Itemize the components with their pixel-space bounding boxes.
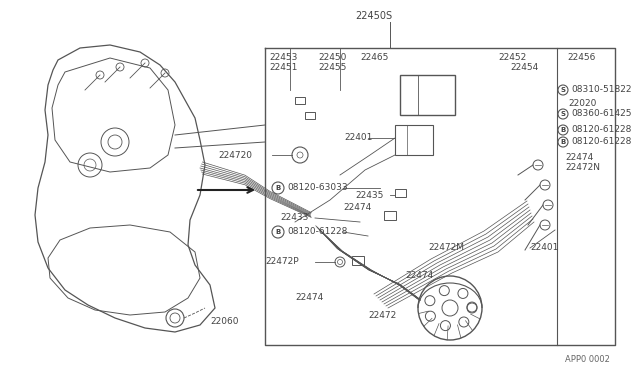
Text: APP0 0002: APP0 0002 <box>565 356 610 365</box>
Bar <box>395 125 433 155</box>
Text: B: B <box>561 127 566 133</box>
Text: 22452: 22452 <box>498 54 526 62</box>
Text: 22020: 22020 <box>568 99 596 108</box>
Text: 08120-61228: 08120-61228 <box>571 138 632 147</box>
Text: 22465: 22465 <box>360 54 388 62</box>
Text: 22456: 22456 <box>567 54 595 62</box>
Text: 22453: 22453 <box>269 54 298 62</box>
Text: 22401: 22401 <box>344 134 372 142</box>
Bar <box>384 211 396 219</box>
Text: 22435: 22435 <box>355 190 383 199</box>
Bar <box>400 75 455 115</box>
Text: 08120-63033: 08120-63033 <box>287 183 348 192</box>
Text: B: B <box>561 139 566 145</box>
Text: 22450S: 22450S <box>355 11 392 21</box>
Text: S: S <box>561 87 566 93</box>
Bar <box>305 112 315 119</box>
Text: 22455: 22455 <box>318 64 346 73</box>
Text: 22401: 22401 <box>530 244 558 253</box>
Text: 22472P: 22472P <box>265 257 299 266</box>
Bar <box>295 96 305 103</box>
Text: 224720: 224720 <box>218 151 252 160</box>
Bar <box>352 256 364 264</box>
Text: 08310-51822: 08310-51822 <box>571 86 632 94</box>
Text: 22474: 22474 <box>405 270 433 279</box>
Text: 22451: 22451 <box>269 64 298 73</box>
Text: 22474: 22474 <box>343 203 371 212</box>
Text: B: B <box>275 229 280 235</box>
Text: 08120-61228: 08120-61228 <box>287 228 348 237</box>
Text: 22474: 22474 <box>565 154 593 163</box>
Text: 22450: 22450 <box>318 54 346 62</box>
Text: 22472N: 22472N <box>565 164 600 173</box>
Text: 22454: 22454 <box>510 64 538 73</box>
Text: 08360-61425: 08360-61425 <box>571 109 632 119</box>
Text: B: B <box>275 185 280 191</box>
Text: 22472M: 22472M <box>428 244 464 253</box>
Text: 08120-61228: 08120-61228 <box>571 125 632 135</box>
Text: 22474: 22474 <box>295 294 323 302</box>
Bar <box>394 189 406 197</box>
Text: 22472: 22472 <box>368 311 396 320</box>
Text: 22060: 22060 <box>210 317 239 327</box>
Text: 22433: 22433 <box>280 214 308 222</box>
Text: S: S <box>561 111 566 117</box>
